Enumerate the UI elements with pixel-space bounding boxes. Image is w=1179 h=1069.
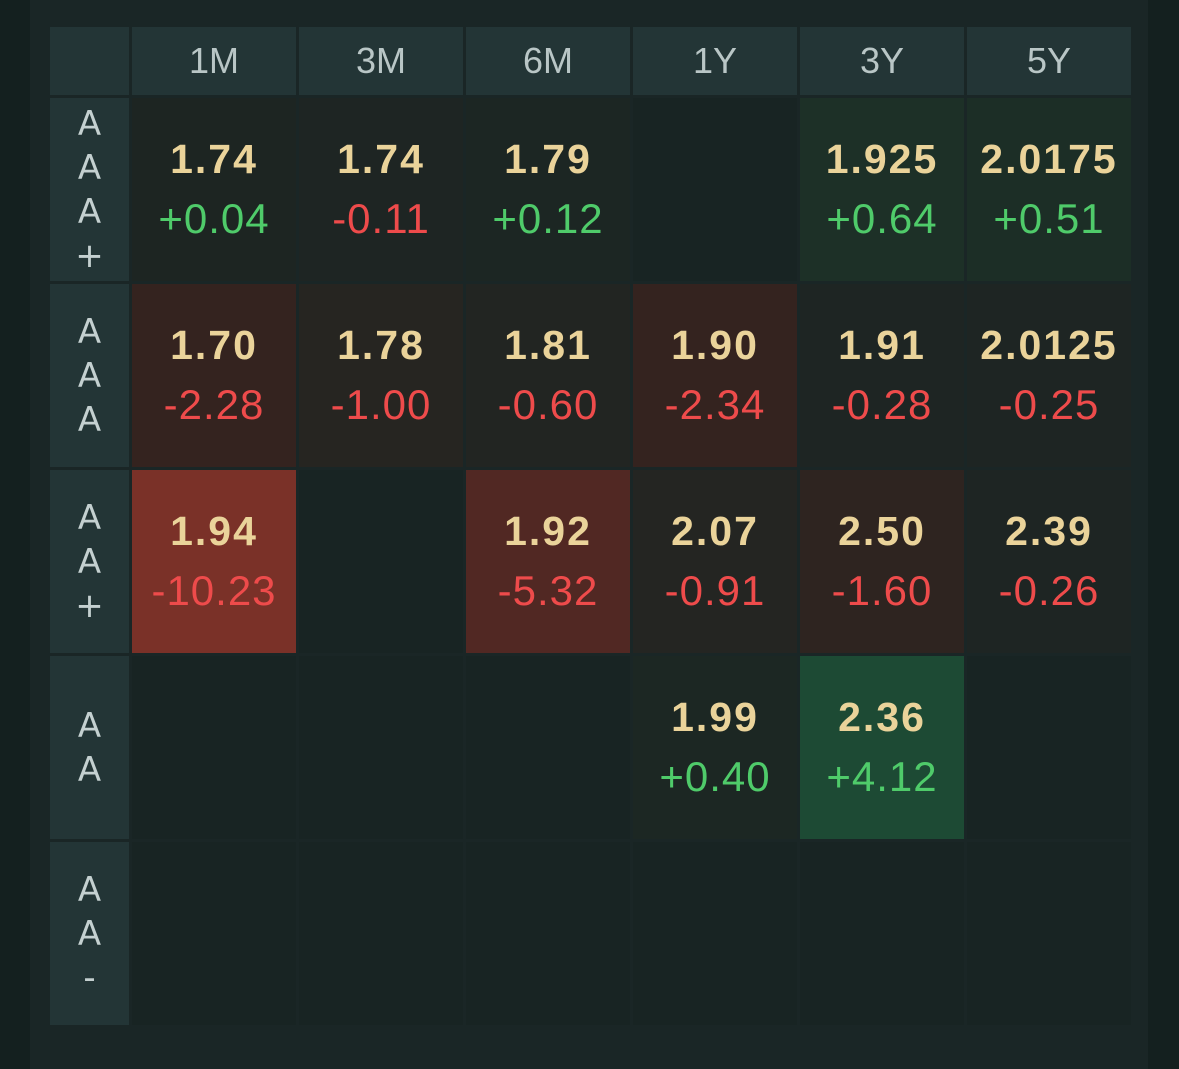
quote-cell[interactable] xyxy=(633,98,797,281)
quote-cell[interactable] xyxy=(633,842,797,1025)
quote-cell[interactable]: 2.0175 +0.51 xyxy=(967,98,1131,281)
quote-change: +0.64 xyxy=(826,194,938,242)
quote-value: 2.0175 xyxy=(980,135,1118,182)
quote-cell[interactable] xyxy=(132,842,296,1025)
row-label: A A + xyxy=(50,470,129,653)
quote-value: 1.94 xyxy=(170,507,258,554)
quote-change: -2.28 xyxy=(163,380,265,428)
quote-value: 2.39 xyxy=(1005,507,1093,554)
quote-value: 1.74 xyxy=(170,135,258,182)
quote-value: 2.0125 xyxy=(980,321,1118,368)
quote-cell[interactable]: 1.90 -2.34 xyxy=(633,284,797,467)
column-header-3y[interactable]: 3Y xyxy=(800,27,964,95)
column-header-6m[interactable]: 6M xyxy=(466,27,630,95)
quote-change: -10.23 xyxy=(151,566,277,614)
quote-cell[interactable]: 1.94 -10.23 xyxy=(132,470,296,653)
quote-value: 1.78 xyxy=(337,321,425,368)
quote-cell[interactable]: 2.50 -1.60 xyxy=(800,470,964,653)
quote-change: +0.51 xyxy=(993,194,1105,242)
quote-value: 1.90 xyxy=(671,321,759,368)
column-header-3m[interactable]: 3M xyxy=(299,27,463,95)
quote-change: -0.25 xyxy=(998,380,1100,428)
quote-value: 1.79 xyxy=(504,135,592,182)
row-label: A A xyxy=(50,656,129,839)
quote-value: 2.36 xyxy=(838,693,926,740)
quote-cell[interactable]: 1.925 +0.64 xyxy=(800,98,964,281)
quote-cell[interactable]: 1.92 -5.32 xyxy=(466,470,630,653)
quote-change: -0.91 xyxy=(664,566,766,614)
quote-cell[interactable]: 2.39 -0.26 xyxy=(967,470,1131,653)
quote-value: 1.92 xyxy=(504,507,592,554)
column-header-1y[interactable]: 1Y xyxy=(633,27,797,95)
rating-tenor-grid: 1M 3M 6M 1Y 3Y 5Y A A A +1.74 +0.04 1.74 -0.11 1.7… xyxy=(50,27,1131,1025)
column-header-5y[interactable]: 5Y xyxy=(967,27,1131,95)
quote-change: -5.32 xyxy=(497,566,599,614)
quote-cell[interactable] xyxy=(466,656,630,839)
quote-change: +0.12 xyxy=(492,194,604,242)
quote-cell[interactable]: 1.74 -0.11 xyxy=(299,98,463,281)
quote-cell[interactable]: 2.36 +4.12 xyxy=(800,656,964,839)
quote-change: -1.60 xyxy=(831,566,933,614)
quote-value: 1.81 xyxy=(504,321,592,368)
quote-change: +0.40 xyxy=(659,752,771,800)
quote-change: +0.04 xyxy=(158,194,270,242)
quote-cell[interactable]: 1.79 +0.12 xyxy=(466,98,630,281)
quote-change: -1.00 xyxy=(330,380,432,428)
quote-value: 1.70 xyxy=(170,321,258,368)
row-label: A A - xyxy=(50,842,129,1025)
row-label: A A A + xyxy=(50,98,129,281)
quote-value: 1.925 xyxy=(825,135,939,182)
quote-cell[interactable] xyxy=(132,656,296,839)
quote-cell[interactable]: 1.70 -2.28 xyxy=(132,284,296,467)
column-header-1m[interactable]: 1M xyxy=(132,27,296,95)
quote-cell[interactable]: 1.91 -0.28 xyxy=(800,284,964,467)
quote-change: -0.28 xyxy=(831,380,933,428)
quote-cell[interactable] xyxy=(299,842,463,1025)
quote-cell[interactable]: 1.99 +0.40 xyxy=(633,656,797,839)
grid-corner xyxy=(50,27,129,95)
quote-change: -0.60 xyxy=(497,380,599,428)
quote-cell[interactable] xyxy=(967,842,1131,1025)
quote-change: -0.11 xyxy=(332,194,430,242)
quote-cell[interactable]: 2.0125 -0.25 xyxy=(967,284,1131,467)
quote-value: 1.74 xyxy=(337,135,425,182)
quote-cell[interactable] xyxy=(967,656,1131,839)
quote-cell[interactable] xyxy=(466,842,630,1025)
quote-value: 1.91 xyxy=(838,321,926,368)
quote-change: -0.26 xyxy=(998,566,1100,614)
quote-change: -2.34 xyxy=(664,380,766,428)
quote-cell[interactable]: 1.78 -1.00 xyxy=(299,284,463,467)
quote-cell[interactable]: 1.81 -0.60 xyxy=(466,284,630,467)
quote-cell[interactable] xyxy=(299,656,463,839)
quote-value: 1.99 xyxy=(671,693,759,740)
quote-value: 2.07 xyxy=(671,507,759,554)
quote-change: +4.12 xyxy=(826,752,938,800)
quote-cell[interactable] xyxy=(299,470,463,653)
quote-cell[interactable]: 1.74 +0.04 xyxy=(132,98,296,281)
quote-cell[interactable]: 2.07 -0.91 xyxy=(633,470,797,653)
quote-cell[interactable] xyxy=(800,842,964,1025)
quote-value: 2.50 xyxy=(838,507,926,554)
row-label: A A A xyxy=(50,284,129,467)
